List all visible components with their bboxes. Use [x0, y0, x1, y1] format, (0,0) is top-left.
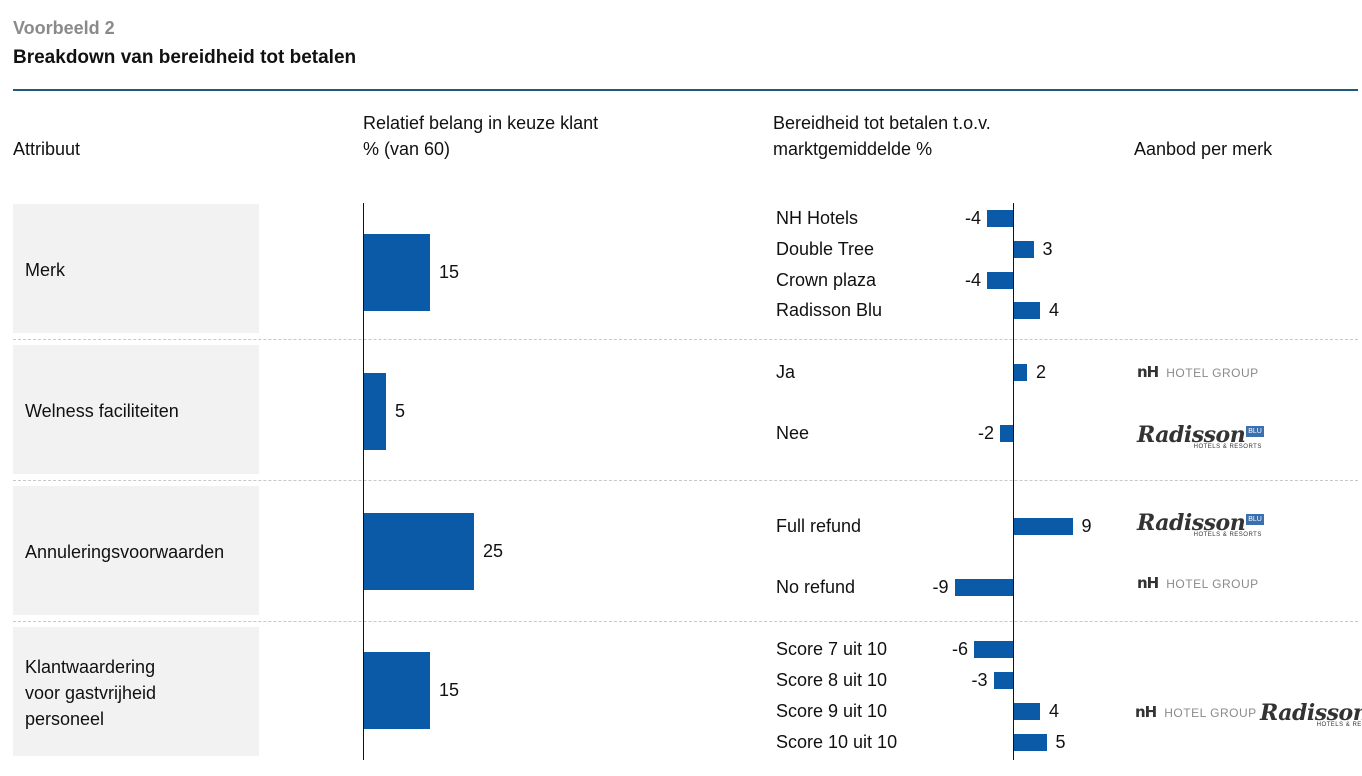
row-background-annulering: [13, 486, 259, 615]
wtp-level-label-full-refund: Full refund: [776, 516, 862, 536]
page-kicker: Voorbeeld 2: [13, 18, 115, 38]
row-background-merk: [13, 204, 259, 333]
wtp-value-label: 9: [1081, 516, 1092, 536]
column-header-importance: Relatief belang in keuze klant % (van 60…: [363, 113, 599, 159]
wtp-level-label-crown-plaza: Crown plaza: [776, 270, 877, 290]
row-label-wellness: Welness faciliteiten: [25, 401, 179, 421]
wtp-bar-crown-plaza: [987, 271, 1013, 289]
wtp-value-label: -3: [971, 670, 988, 690]
wtp-bar-score-10-uit-10: [1014, 733, 1047, 751]
importance-value-label: 15: [439, 262, 460, 282]
wtp-zero-axis: [1013, 203, 1014, 760]
header-rule: [13, 89, 1358, 91]
wtp-value-label: 5: [1055, 732, 1066, 752]
importance-value-label: 5: [395, 401, 406, 421]
wtp-bar-radisson-blu: [1014, 301, 1040, 319]
wtp-level-label-score-8-uit-10: Score 8 uit 10: [776, 670, 888, 690]
wtp-level-label-score-7-uit-10: Score 7 uit 10: [776, 639, 888, 659]
wtp-level-label-nh-hotels: NH Hotels: [776, 208, 859, 228]
importance-axis: [363, 203, 364, 760]
wtp-bar-score-8-uit-10: [993, 671, 1013, 689]
wtp-value-label: 4: [1049, 701, 1060, 721]
importance-bar-welness-faciliteiten: [364, 372, 386, 450]
wtp-level-label-score-10-uit-10: Score 10 uit 10: [776, 732, 898, 752]
row-separator: [13, 480, 1358, 481]
wtp-level-label-double-tree: Double Tree: [776, 239, 875, 259]
column-header-attribute: Attribuut: [13, 139, 81, 159]
wtp-value-label: -9: [932, 577, 949, 597]
row-label-annulering: Annuleringsvoorwaarden: [25, 542, 225, 562]
wtp-bar-nh-hotels: [987, 209, 1013, 227]
wtp-bar-double-tree: [1014, 240, 1034, 258]
importance-bar-klantwaardering-voor-gastvrijheid-personeel: [364, 651, 430, 729]
wtp-value-label: -6: [951, 639, 968, 659]
nh-hotel-group-logo: nH HOTEL GROUP: [1137, 574, 1259, 592]
row-label-merk: Merk: [25, 260, 65, 280]
wtp-value-label: 2: [1036, 362, 1047, 382]
wtp-bar-no-refund: [954, 578, 1013, 596]
wtp-bar-ja: [1014, 363, 1027, 381]
nh-hotel-group-logo: nH HOTEL GROUP: [1135, 703, 1257, 721]
wtp-value-label: 4: [1049, 300, 1060, 320]
row-label-klantwaardering: Klantwaardering voor gastvrijheid person…: [25, 657, 157, 729]
column-header-wtp: Bereidheid tot betalen t.o.v. marktgemid…: [773, 113, 991, 159]
wtp-level-label-nee: Nee: [776, 423, 810, 443]
importance-bar-annuleringsvoorwaarden: [364, 512, 474, 590]
row-separator: [13, 339, 1358, 340]
row-background-wellness: [13, 345, 259, 474]
wtp-value-label: -4: [964, 270, 981, 290]
wtp-level-label-radisson-blu: Radisson Blu: [776, 300, 883, 320]
page-title: Breakdown van bereidheid tot betalen: [13, 47, 357, 68]
wtp-bar-full-refund: [1014, 517, 1073, 535]
importance-value-label: 15: [439, 680, 460, 700]
importance-value-label: 25: [483, 541, 504, 561]
wtp-value-label: -2: [977, 423, 994, 443]
row-separator: [13, 621, 1358, 622]
wtp-level-label-score-9-uit-10: Score 9 uit 10: [776, 701, 888, 721]
wtp-bar-nee: [1000, 424, 1013, 442]
wtp-bar-score-9-uit-10: [1014, 702, 1040, 720]
wtp-value-label: -4: [964, 208, 981, 228]
nh-hotel-group-logo: nH HOTEL GROUP: [1137, 363, 1259, 381]
wtp-value-label: 3: [1042, 239, 1053, 259]
importance-bar-merk: [364, 233, 430, 311]
wtp-level-label-ja: Ja: [776, 362, 796, 382]
wtp-bar-score-7-uit-10: [974, 640, 1013, 658]
column-header-offer: Aanbod per merk: [1134, 139, 1273, 159]
row-background-klantwaardering: [13, 627, 259, 756]
wtp-level-label-no-refund: No refund: [776, 577, 856, 597]
